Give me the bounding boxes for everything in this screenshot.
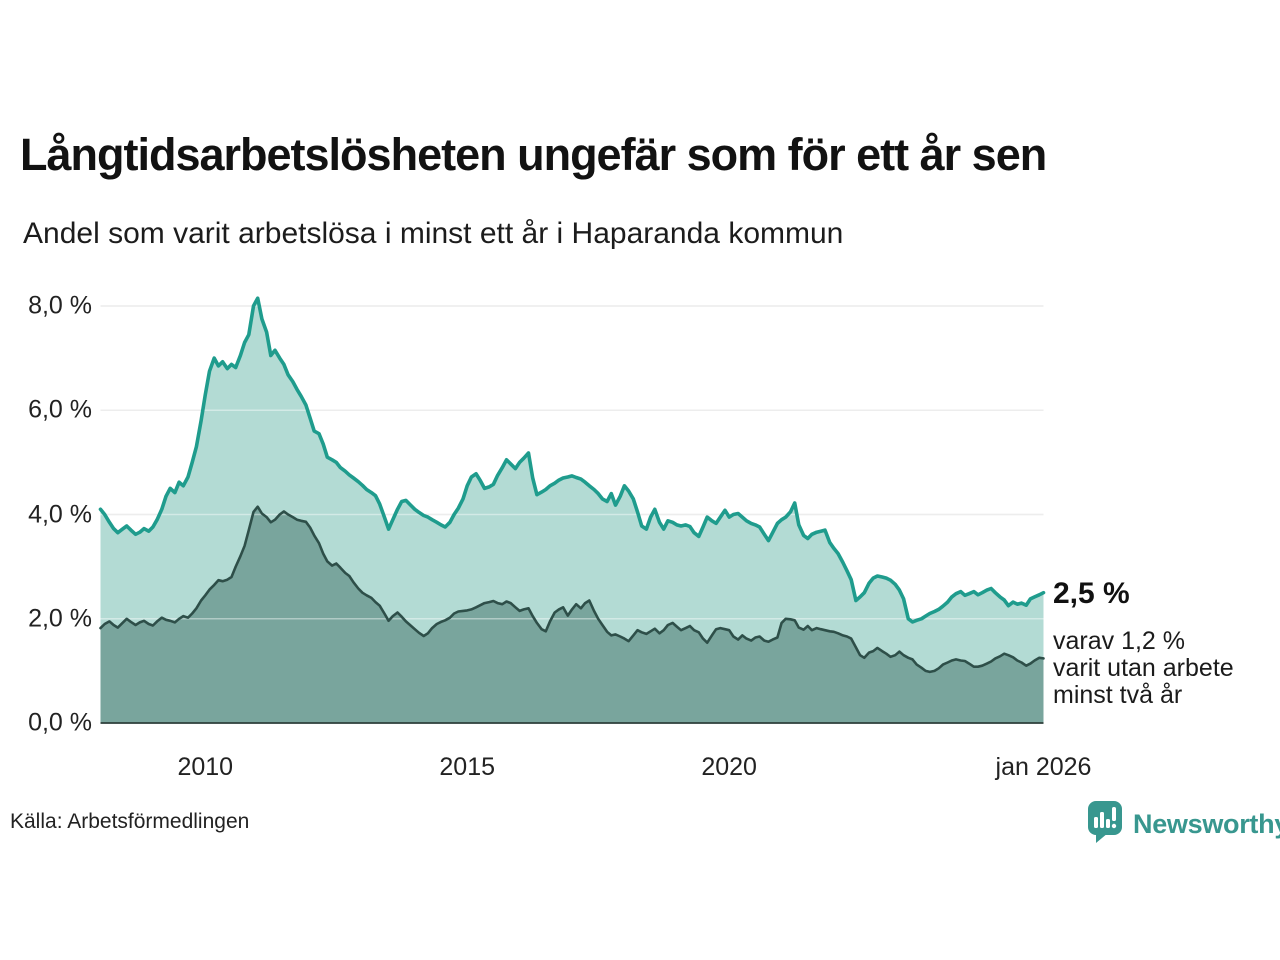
chart-subtitle: Andel som varit arbetslösa i minst ett å… <box>23 217 844 250</box>
y-tick-label: 6,0 % <box>28 395 92 424</box>
x-tick-label: 2015 <box>439 753 496 781</box>
annotation-line-1: varav 1,2 % <box>1053 627 1186 655</box>
y-tick-label: 8,0 % <box>28 291 92 320</box>
source-attribution: Källa: Arbetsförmedlingen <box>10 810 250 833</box>
newsworthy-logo: Newsworthy <box>1086 800 1280 849</box>
series-end-value-label: 2,5 % <box>1053 577 1130 610</box>
annotation-line-2: varit utan arbete <box>1053 654 1234 682</box>
x-tick-label: 2020 <box>701 753 757 781</box>
x-tick-label: jan 2026 <box>995 753 1092 781</box>
y-tick-label: 0,0 % <box>28 708 92 737</box>
newsworthy-bubble-chart-icon <box>1086 800 1124 849</box>
y-tick-label: 4,0 % <box>28 500 92 528</box>
annotation-line-3: minst två år <box>1053 681 1183 709</box>
x-tick-label: 2010 <box>177 753 234 781</box>
page-title: Långtidsarbetslösheten ungefär som för e… <box>20 129 1047 180</box>
y-tick-label: 2,0 % <box>28 604 92 633</box>
series-sub-annotation: varav 1,2 % varit utan arbete minst två … <box>1053 628 1234 709</box>
newsworthy-wordmark: Newsworthy <box>1133 809 1280 839</box>
